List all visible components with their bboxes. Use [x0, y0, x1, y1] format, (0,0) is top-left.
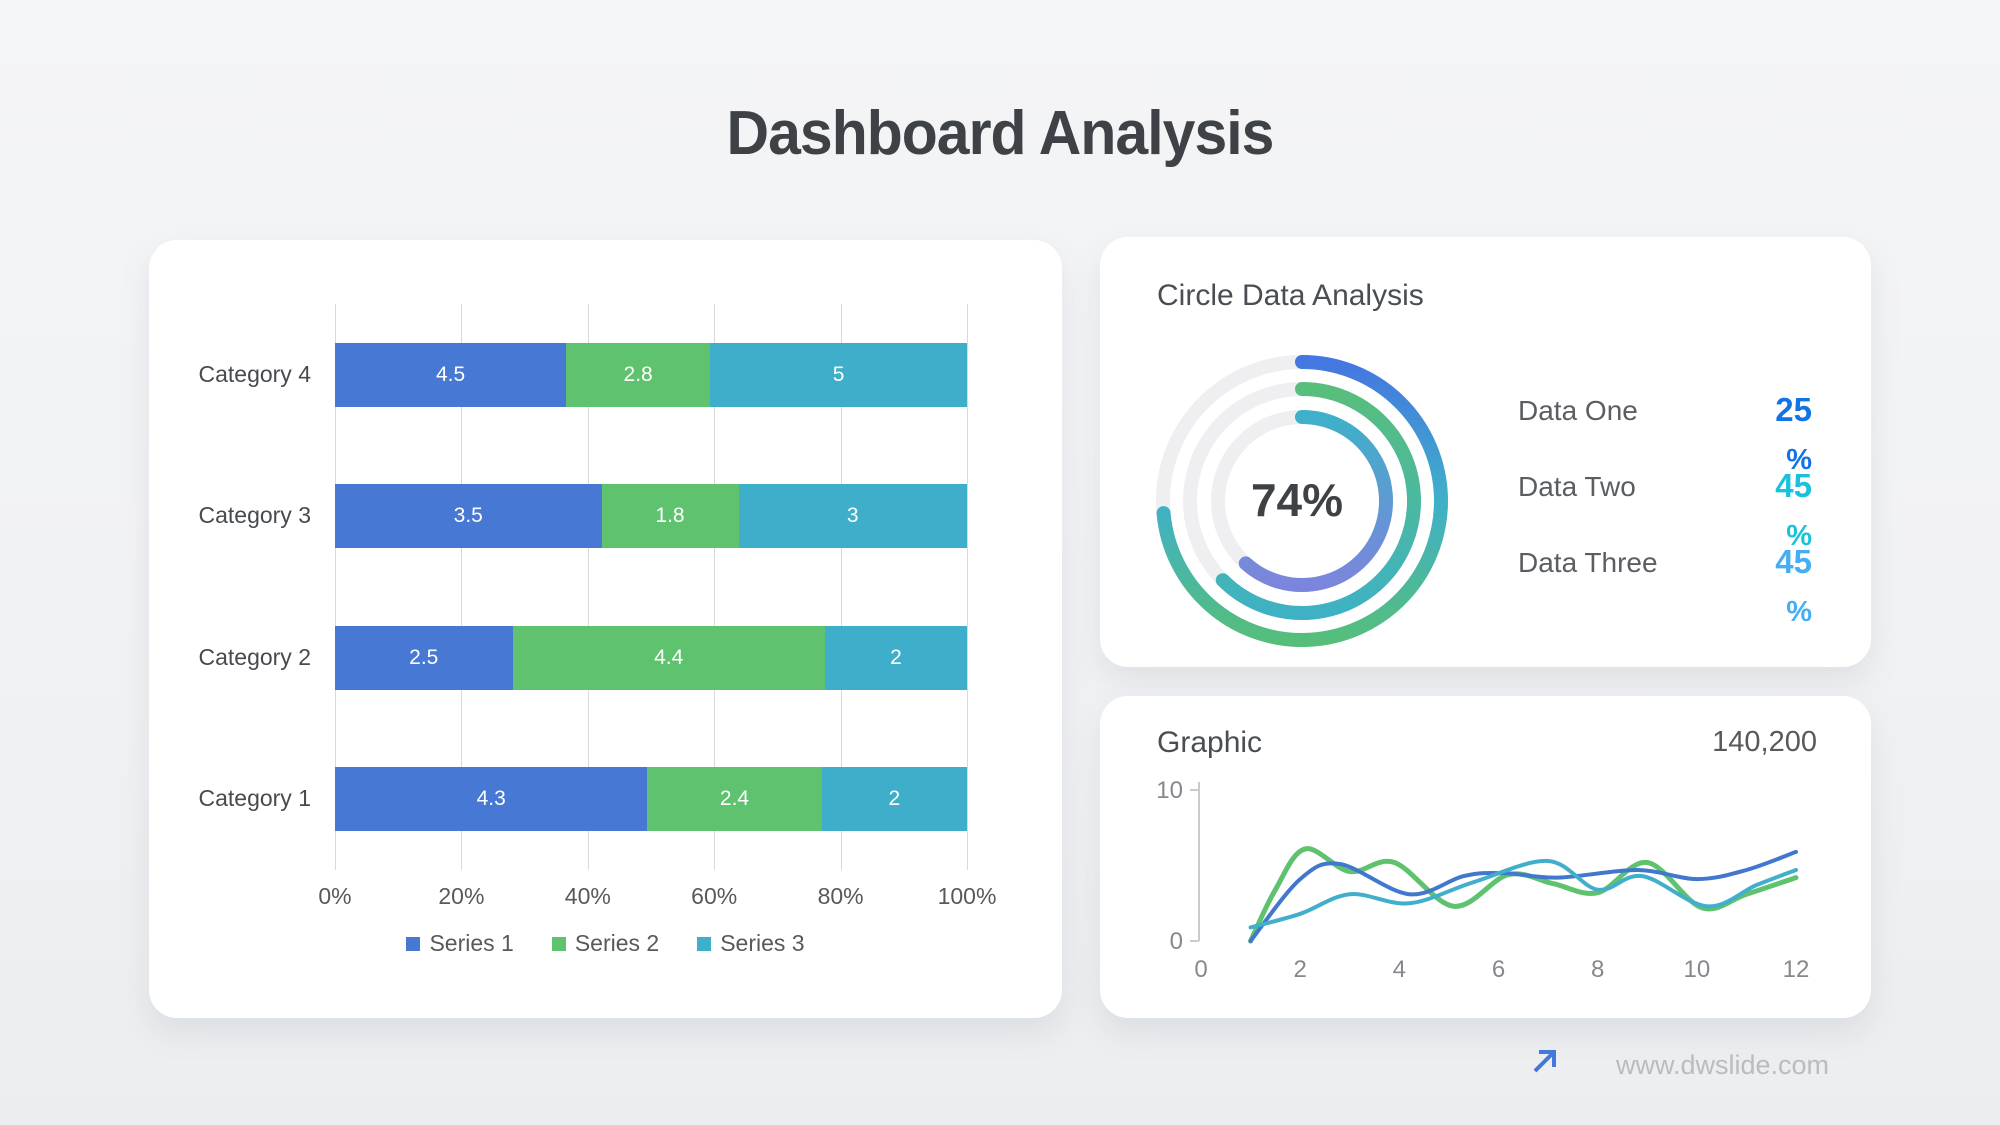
bar-data-label: 3: [846, 504, 859, 528]
x-axis-tick-label: 20%: [438, 883, 485, 909]
x-axis-tick-label: 60%: [691, 883, 738, 909]
x-axis-tick-label: 0: [1194, 956, 1207, 983]
x-axis-tick-label: 12: [1783, 956, 1810, 983]
gridline: [461, 304, 463, 870]
gridline: [587, 304, 589, 870]
bar-segment-series2: 2.4: [647, 767, 822, 832]
gridline: [840, 304, 842, 870]
bar-segment-series3: 3: [738, 484, 967, 549]
page-title: Dashboard Analysis: [726, 99, 1274, 168]
bar-segment-series1: 4.5: [335, 342, 567, 407]
donut-value-number: 45: [1775, 543, 1812, 580]
x-axis-tick-label: 10: [1683, 956, 1710, 983]
ring-progress-arc: [1156, 355, 1448, 647]
gridline: [714, 304, 716, 870]
line-series-teal: [1248, 858, 1798, 930]
legend-swatch-icon: [697, 936, 712, 951]
bar-data-label: 2: [890, 645, 902, 669]
bar-segment-series1: 4.3: [335, 767, 648, 832]
legend-item: Series 1: [406, 930, 514, 957]
x-axis-tick-label: 4: [1393, 956, 1406, 983]
website-url: www.dwslide.com: [1615, 1050, 1830, 1080]
donut-value-number: 45: [1775, 467, 1812, 504]
category-label: Category 1: [198, 785, 311, 812]
bar-data-label: 5: [832, 362, 845, 386]
bar-data-label: 1.8: [655, 504, 685, 528]
bar-segment-series2: 1.8: [601, 484, 739, 549]
bar-data-label: 4.5: [436, 362, 466, 386]
bar-chart-legend: Series 1 Series 2 Series 3: [149, 930, 1062, 957]
bar-segment-series2: 4.4: [512, 625, 825, 690]
donut-legend-value: 25%: [1657, 385, 1812, 485]
graphic-card: Graphic 140,200 0 10 0 2 4 6 8 10 12: [1100, 696, 1871, 1018]
donut-legend-label: Data Three: [1518, 547, 1658, 578]
bar-data-label: 2.5: [409, 645, 439, 669]
x-axis-tick-label: 2: [1293, 956, 1306, 983]
ring-progress-arc: [1238, 410, 1393, 592]
gridline: [335, 304, 336, 870]
circle-data-analysis-card: Circle Data Analysis 74% Data One 25% Data…: [1100, 237, 1871, 667]
bar-segment-series2: 2.8: [566, 342, 711, 407]
bar-data-label: 2.4: [719, 787, 750, 811]
bar-data-label: 3.5: [453, 504, 483, 528]
bar-segment-series3: 2: [824, 625, 967, 690]
circle-panel-title: Circle Data Analysis: [1157, 279, 1424, 312]
bar-segment-series1: 3.5: [335, 484, 602, 549]
legend-swatch-icon: [406, 936, 421, 951]
bar-data-label: 4.4: [654, 645, 684, 669]
x-axis-tick-label: 80%: [817, 883, 864, 909]
donut-legend-value: 45%: [1657, 461, 1812, 561]
external-link-arrow-icon: [1528, 1044, 1562, 1083]
legend-item: Series 2: [551, 930, 660, 957]
bar-row: 4.3 2.4 2: [335, 767, 967, 832]
donut-legend-value: 45%: [1657, 537, 1812, 637]
category-label: Category 4: [198, 360, 311, 387]
bar-segment-series3: 5: [710, 342, 967, 407]
graphic-panel-title: Graphic: [1157, 726, 1263, 759]
x-axis-tick-label: 8: [1591, 956, 1604, 983]
legend-label: Series 2: [574, 930, 660, 956]
donut-value-unit: %: [1786, 596, 1812, 628]
donut-center-value: 74%: [1250, 474, 1344, 526]
donut-legend-label: Data One: [1518, 395, 1638, 426]
donut-value-number: 25: [1775, 391, 1812, 428]
stacked-bar-chart-card: 0% 20% 40% 60% 80% 100% Category 4 4.5 2.8 5 Categ…: [149, 240, 1062, 1018]
bar-row: 3.5 1.8 3: [335, 484, 967, 549]
bar-segment-series1: 2.5: [335, 625, 513, 690]
x-axis-tick-label: 0%: [318, 883, 352, 909]
donut-value-unit: %: [1786, 444, 1812, 476]
gridline: [967, 304, 968, 870]
category-label: Category 3: [198, 502, 311, 529]
legend-label: Series 3: [720, 930, 805, 956]
bar-data-label: 2: [888, 787, 901, 811]
x-axis-tick-label: 6: [1492, 956, 1505, 983]
legend-item: Series 3: [697, 930, 805, 957]
x-axis-tick-label: 100%: [937, 883, 997, 909]
y-axis-tick-label: 10: [1156, 777, 1183, 804]
bar-row: 2.5 4.4 2: [335, 625, 967, 690]
y-axis-tick-label: 0: [1170, 928, 1183, 955]
bar-data-label: 2.8: [623, 362, 653, 386]
x-axis-tick-label: 40%: [564, 883, 611, 909]
legend-label: Series 1: [429, 930, 514, 956]
bar-segment-series3: 2: [821, 767, 967, 832]
ring-progress-arc: [1215, 382, 1421, 620]
donut-legend-label: Data Two: [1518, 471, 1636, 502]
legend-swatch-icon: [551, 936, 566, 951]
donut-value-unit: %: [1786, 520, 1812, 552]
bar-data-label: 4.3: [476, 787, 506, 811]
graphic-stat-value: 140,200: [1712, 726, 1817, 758]
bar-row: 4.5 2.8 5: [335, 342, 967, 407]
category-label: Category 2: [198, 643, 311, 670]
